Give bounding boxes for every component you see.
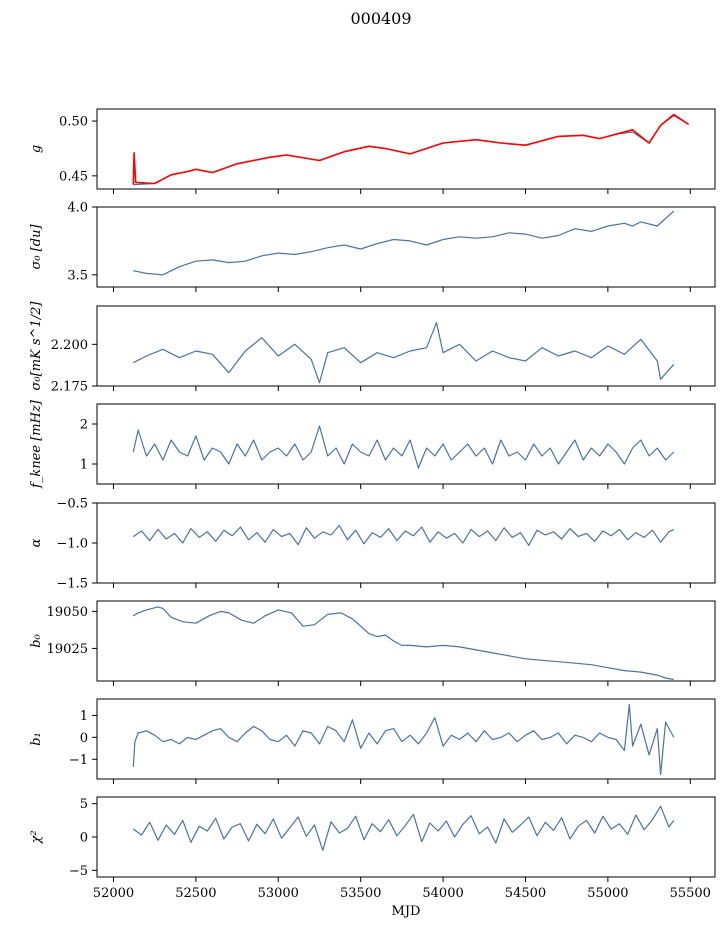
panel-8: −5 0 5 52000 52500 53000 53500 54000 54500 55000 5… [29,796,716,919]
x-tick-label: 55000 [587,886,628,901]
x-tick-label: 55500 [670,886,711,901]
y-tick-label: 2.175 [51,380,88,395]
y-tick-label: 19050 [47,605,88,620]
figure-title: 000409 [350,9,411,28]
series-line [133,322,675,384]
y-tick-label: 5 [80,797,88,812]
x-tick-label: 53000 [258,886,299,901]
y-axis-label: b₀ [29,633,44,647]
y-axis-label: g [29,145,44,153]
y-axis-label: f_knee [mHz] [29,399,44,489]
y-axis-label: χ² [29,830,44,844]
y-tick-label: −1.0 [56,537,88,552]
panel-3: 2.175 2.200 σ₀[mK s^1/2] [29,301,716,395]
y-axis-label: σ₀[mK s^1/2] [29,301,44,391]
y-axis-label: b₁ [29,732,44,746]
series-line [133,114,689,186]
y-tick-label: 2.200 [51,338,88,353]
y-tick-label: 0.45 [59,169,88,184]
panels: 0.45 0.50 g 3.5 4.0 σ₀ [du] 2.175 2.200 σ₀[mK s^… [29,108,716,919]
axes-frame [96,600,716,682]
axes-frame [96,698,716,780]
x-tick-label: 54500 [505,886,546,901]
series-line [132,606,674,681]
y-tick-label: 1 [80,458,88,473]
series-line [133,210,675,276]
panel-1: 0.45 0.50 g [29,108,716,194]
y-tick-label: −5 [69,864,88,879]
x-tick-label: 54000 [422,886,463,901]
series-line [132,703,675,776]
x-axis-label: MJD [392,904,421,919]
y-tick-label: −0.5 [56,497,88,512]
panel-2: 3.5 4.0 σ₀ [du] [29,201,716,292]
axes-frame [96,108,716,190]
y-axis-label: α [29,538,44,547]
axes-frame [96,403,716,485]
y-tick-label: 3.5 [67,268,88,283]
y-tick-label: 0.50 [59,115,88,130]
x-tick-label: 52500 [175,886,216,901]
y-tick-label: 19025 [47,642,88,657]
panel-7: −1 0 1 b₁ [29,698,716,784]
axes-frame [96,305,716,387]
series-line [132,805,675,851]
series-line [132,524,675,547]
x-tick-label: 53500 [340,886,381,901]
y-tick-label: 2 [80,418,88,433]
panel-5: −1.5 −1.0 −0.5 α [29,497,716,592]
series-line [132,425,675,469]
y-tick-label: 1 [80,709,88,724]
axes-frame [96,502,716,584]
y-axis-label: σ₀ [du] [29,224,44,270]
series-overlay-line [132,113,690,185]
panel-4: 1 2 f_knee [mHz] [29,399,716,489]
axes-frame [96,796,716,878]
y-tick-label: −1 [69,753,88,768]
y-tick-label: 4.0 [67,201,88,216]
y-tick-label: 0 [80,731,88,746]
y-tick-label: 0 [80,831,88,846]
x-tick-label: 52000 [93,886,134,901]
axes-frame [96,206,716,288]
y-tick-label: −1.5 [56,577,88,592]
